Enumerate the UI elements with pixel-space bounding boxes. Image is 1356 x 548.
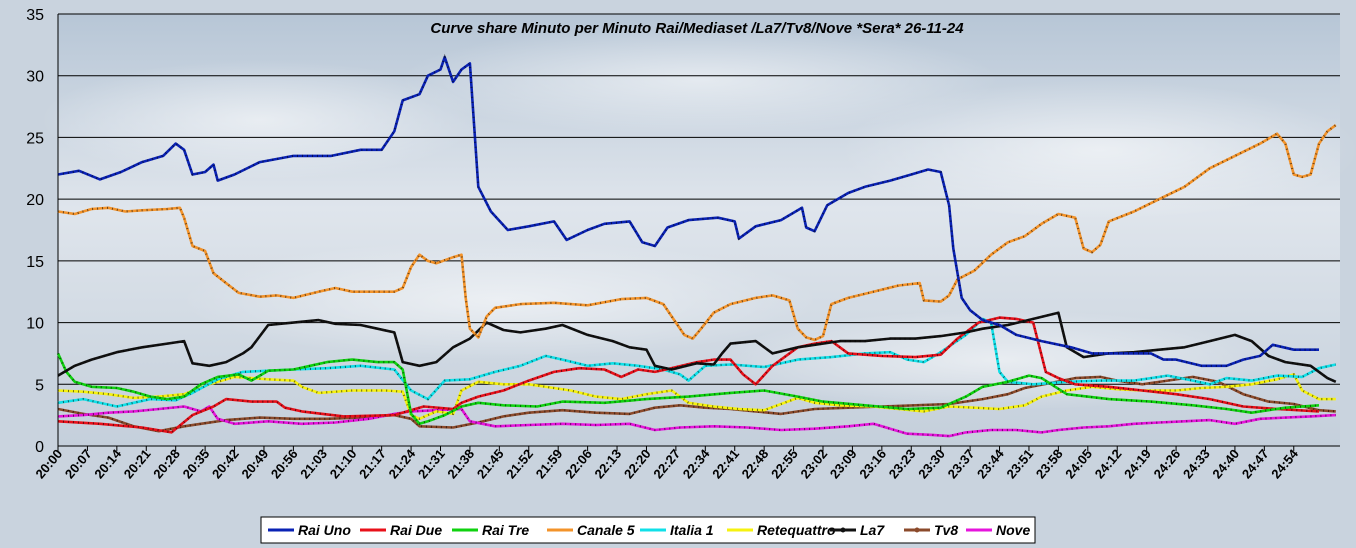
series-lines <box>56 53 1337 438</box>
series-line-canale-5 <box>57 124 1337 342</box>
series-markers-nove <box>57 405 1336 438</box>
cloud-texture <box>40 25 1356 410</box>
legend-label: La7 <box>860 522 885 538</box>
y-tick-label: 10 <box>26 316 44 333</box>
y-tick-label: 30 <box>26 69 44 86</box>
series-line-rai-tre <box>56 352 1320 426</box>
legend: Rai Uno Rai Due Rai Tre Canale 5 Italia 1 Ret… <box>260 516 1036 544</box>
series-markers-retequattro <box>57 373 1336 421</box>
y-axis-ticks: 0 5 10 15 20 25 30 35 <box>26 7 44 456</box>
legend-label: Rai Tre <box>482 522 529 538</box>
legend-marker <box>840 527 846 533</box>
y-tick-label: 5 <box>35 377 44 394</box>
gridlines <box>57 13 1340 447</box>
legend-label: Rai Due <box>390 522 442 538</box>
series-markers-tv8 <box>57 375 1336 433</box>
y-tick-label: 25 <box>26 130 44 147</box>
chart-title: Curve share Minuto per Minuto Rai/Medias… <box>430 20 964 37</box>
legend-label: Italia 1 <box>670 522 714 538</box>
legend-label: Canale 5 <box>577 522 635 538</box>
legend-label: Rai Uno <box>298 522 351 538</box>
legend-marker <box>914 527 920 533</box>
y-tick-label: 20 <box>26 192 44 209</box>
y-tick-label: 15 <box>26 254 44 271</box>
legend-label: Nove <box>996 522 1030 538</box>
y-tick-label: 0 <box>35 439 44 456</box>
series-markers-rai-uno <box>57 53 1319 367</box>
series-line-rai-due <box>57 316 1320 434</box>
y-tick-label: 35 <box>26 7 44 24</box>
legend-label: Retequattro <box>757 522 836 538</box>
legend-label: Tv8 <box>934 522 958 538</box>
